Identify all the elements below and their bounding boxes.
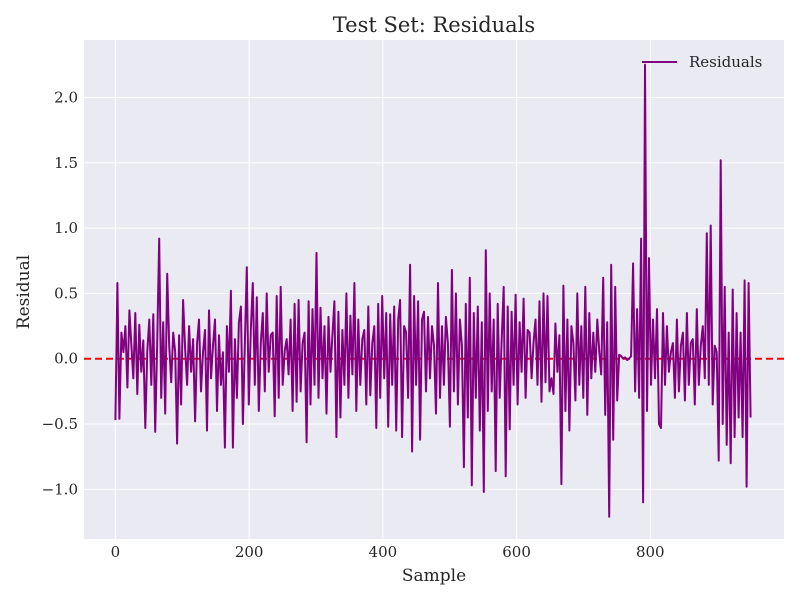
x-tick-label: 200 [235, 543, 264, 561]
x-axis-title: Sample [402, 566, 466, 586]
y-axis-ticks: −1.0 −0.5 0.0 0.5 1.0 1.5 2.0 [42, 88, 78, 498]
y-tick-label: 1.0 [54, 219, 78, 237]
x-axis-ticks: 0 200 400 600 800 [111, 543, 665, 561]
y-tick-label: 2.0 [54, 88, 78, 106]
plot-area [84, 40, 784, 539]
y-tick-label: 1.5 [54, 154, 78, 172]
y-tick-label: −0.5 [42, 415, 78, 433]
y-tick-label: −1.0 [42, 480, 78, 498]
x-tick-label: 800 [636, 543, 665, 561]
legend: Residuals [642, 53, 762, 71]
x-tick-label: 400 [369, 543, 398, 561]
y-tick-label: 0.5 [54, 284, 78, 302]
x-tick-label: 600 [502, 543, 531, 561]
residuals-series-line [114, 63, 752, 518]
x-tick-label: 0 [111, 543, 121, 561]
chart-title: Test Set: Residuals [333, 13, 535, 37]
y-axis-title: Residual [14, 255, 34, 329]
legend-label-residuals: Residuals [689, 53, 762, 71]
y-tick-label: 0.0 [54, 350, 78, 368]
